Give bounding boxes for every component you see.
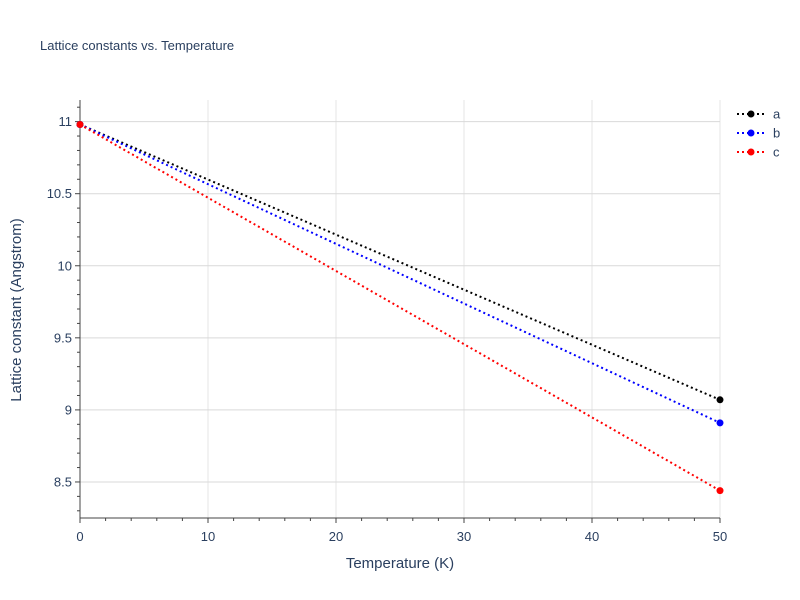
- y-axis-ticks: 8.5 9 9.5 10 10.5 11: [47, 106, 80, 512]
- y-axis-title: Lattice constant (Angstrom): [8, 218, 25, 401]
- x-axis-title: Temperature (K): [346, 555, 454, 572]
- x-tick-label: 0: [76, 529, 83, 544]
- y-tick-label: 10.5: [47, 186, 72, 201]
- legend-label: c: [773, 145, 780, 160]
- legend-marker: [747, 148, 755, 156]
- legend-marker: [747, 110, 755, 118]
- series-line-b: [79, 123, 721, 424]
- x-tick-label: 10: [201, 529, 215, 544]
- legend-item-a[interactable]: a: [737, 107, 781, 122]
- legend-label: a: [773, 107, 781, 122]
- series-line-a: [79, 123, 721, 401]
- series-line-c: [79, 123, 721, 492]
- y-tick-label: 11: [59, 114, 73, 129]
- x-gridlines: [207, 100, 721, 518]
- x-tick-label: 50: [713, 529, 727, 544]
- axes: [79, 100, 720, 519]
- data-point-c: [716, 487, 724, 495]
- y-tick-label: 9: [65, 402, 72, 417]
- x-tick-label: 40: [585, 529, 599, 544]
- legend[interactable]: abc: [737, 107, 781, 160]
- x-tick-label: 30: [457, 529, 471, 544]
- series-a: [76, 121, 724, 404]
- series-c: [76, 121, 724, 495]
- legend-item-c[interactable]: c: [737, 145, 780, 160]
- legend-marker: [747, 129, 755, 137]
- data-point-b: [716, 419, 724, 427]
- series-lines: [76, 121, 724, 495]
- legend-label: b: [773, 126, 780, 141]
- y-tick-label: 10: [58, 258, 72, 273]
- legend-item-b[interactable]: b: [737, 126, 780, 141]
- x-axis-ticks: 0 10 20 30 40 50: [76, 518, 727, 544]
- series-b: [76, 121, 724, 427]
- data-point-c: [76, 121, 84, 129]
- y-tick-label: 9.5: [54, 330, 72, 345]
- data-point-a: [716, 396, 724, 404]
- y-gridlines: [80, 121, 720, 483]
- chart-title: Lattice constants vs. Temperature: [40, 38, 235, 53]
- y-tick-label: 8.5: [54, 474, 72, 489]
- x-tick-label: 20: [329, 529, 343, 544]
